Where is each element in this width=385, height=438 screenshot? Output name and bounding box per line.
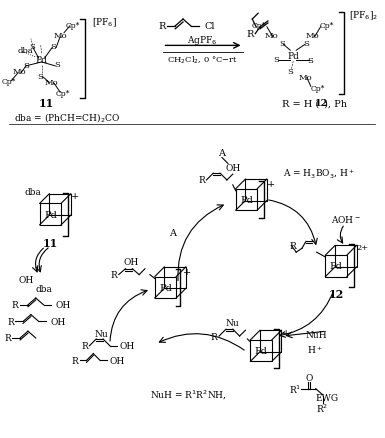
Text: R: R <box>4 334 11 343</box>
Text: 12: 12 <box>315 99 328 108</box>
Text: Cl: Cl <box>204 22 215 31</box>
Text: 11: 11 <box>43 237 58 248</box>
Text: R$^1$: R$^1$ <box>289 383 301 395</box>
Text: dba: dba <box>24 188 41 197</box>
Text: Cp*: Cp* <box>252 22 266 30</box>
Text: R: R <box>81 342 88 350</box>
Text: S: S <box>303 40 309 48</box>
Text: R: R <box>247 30 254 39</box>
Text: S: S <box>54 61 60 69</box>
Text: A: A <box>169 229 176 237</box>
Text: OH: OH <box>55 300 70 310</box>
Text: R: R <box>198 176 205 185</box>
Text: dba: dba <box>35 284 52 293</box>
Text: AgPF$_6$: AgPF$_6$ <box>187 34 218 47</box>
Text: EWG: EWG <box>316 393 339 402</box>
Text: R: R <box>290 241 296 250</box>
Text: 11: 11 <box>39 98 54 109</box>
Text: Pd: Pd <box>287 52 299 60</box>
Text: Cp*: Cp* <box>1 78 16 86</box>
Text: R$^2$: R$^2$ <box>316 402 329 414</box>
Text: NuH: NuH <box>306 330 328 339</box>
Text: R = H (: R = H ( <box>281 99 319 108</box>
Text: Pd: Pd <box>36 55 47 64</box>
Text: [PF$_6$]$_2$: [PF$_6$]$_2$ <box>349 10 378 22</box>
Text: S: S <box>23 62 29 70</box>
Text: Pd: Pd <box>330 262 343 271</box>
Text: 2+: 2+ <box>357 244 369 252</box>
Text: dba = (PhCH=CH)$_2$CO: dba = (PhCH=CH)$_2$CO <box>14 111 121 124</box>
Text: +: + <box>183 268 191 276</box>
Text: S: S <box>280 40 285 48</box>
Text: R: R <box>12 300 18 310</box>
Text: Mo: Mo <box>306 32 320 39</box>
Text: R: R <box>211 332 218 341</box>
Text: R: R <box>71 356 78 365</box>
Text: Mo: Mo <box>298 74 312 81</box>
Text: OH: OH <box>225 163 240 173</box>
Text: Mo: Mo <box>12 67 26 76</box>
Text: Mo: Mo <box>265 32 279 39</box>
Text: CH$_2$Cl$_2$, 0 °C−rt: CH$_2$Cl$_2$, 0 °C−rt <box>167 54 238 66</box>
Text: OH: OH <box>110 356 125 365</box>
Text: O: O <box>305 374 313 383</box>
Text: Nu: Nu <box>226 318 239 327</box>
Text: OH: OH <box>120 342 135 350</box>
Text: Cp*: Cp* <box>56 90 70 98</box>
Text: +: + <box>71 192 79 201</box>
Text: Mo: Mo <box>53 32 67 39</box>
Text: ), Ph: ), Ph <box>325 99 347 108</box>
Text: S: S <box>287 67 293 76</box>
Text: S: S <box>307 57 313 65</box>
Text: Pd: Pd <box>240 195 253 205</box>
Text: Pd: Pd <box>254 346 268 355</box>
Text: AOH$^-$: AOH$^-$ <box>331 214 361 225</box>
Text: NuH = R$^1$R$^2$NH,: NuH = R$^1$R$^2$NH, <box>149 388 226 401</box>
Text: S: S <box>274 56 280 64</box>
Text: S: S <box>29 43 35 51</box>
Text: +: + <box>267 180 275 189</box>
Text: Pd: Pd <box>159 283 172 292</box>
Text: Nu: Nu <box>94 329 108 338</box>
Text: Cp*: Cp* <box>310 85 325 93</box>
Text: S: S <box>38 72 44 81</box>
Text: R: R <box>159 22 166 31</box>
Text: Cp*: Cp* <box>65 22 80 30</box>
Text: A = H$_3$BO$_3$, H$^+$: A = H$_3$BO$_3$, H$^+$ <box>283 166 355 179</box>
Text: R: R <box>110 271 117 279</box>
Text: OH: OH <box>18 276 33 284</box>
Text: +: + <box>281 328 290 337</box>
Text: H$^+$: H$^+$ <box>307 343 323 355</box>
Text: OH: OH <box>50 317 65 326</box>
Text: Pd: Pd <box>44 210 57 219</box>
Text: OH: OH <box>124 258 139 267</box>
Text: S: S <box>50 43 56 51</box>
Text: 12: 12 <box>328 288 344 299</box>
Text: Cp*: Cp* <box>319 22 333 30</box>
Text: Mo: Mo <box>45 79 58 87</box>
Text: A: A <box>218 149 224 158</box>
Text: [PF$_6$]: [PF$_6$] <box>92 17 117 29</box>
Text: dba: dba <box>17 47 33 55</box>
Text: R: R <box>7 317 14 326</box>
